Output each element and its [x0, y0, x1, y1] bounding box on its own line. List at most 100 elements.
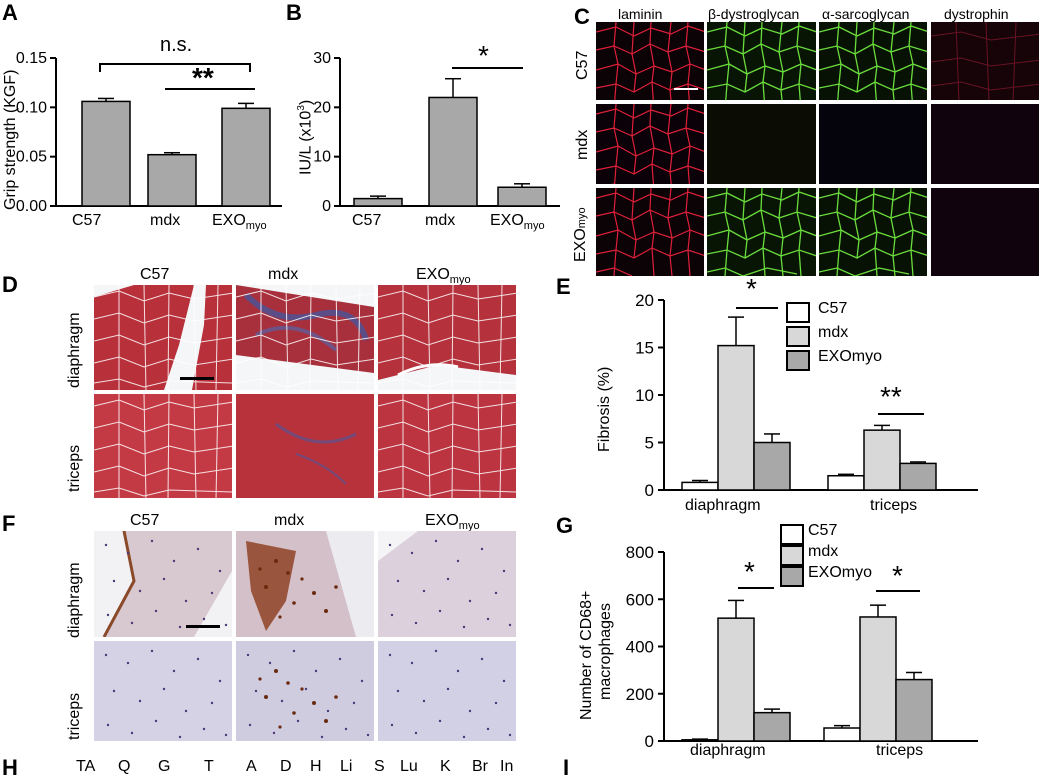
micrograph-c57-bdg — [707, 22, 816, 100]
panel-a-xtick-exo: EXOmyo — [212, 212, 267, 232]
micrograph-f-c57-triceps — [94, 641, 232, 741]
y-tick-label: 0.10 — [16, 99, 47, 116]
panel-e-group-triceps: triceps — [870, 497, 918, 514]
panel-b-xtick-mdx: mdx — [425, 212, 456, 229]
panel-a-xtick-mdx: mdx — [150, 212, 181, 229]
legend-label-mdx: mdx — [818, 324, 849, 341]
y-tick-label: 0.15 — [16, 50, 47, 67]
bar — [81, 100, 131, 207]
panel-h-col-label: Lu — [400, 758, 418, 775]
legend-swatch-exo — [780, 566, 804, 587]
legend-label-exo: EXOmyo — [818, 348, 883, 365]
panel-b-ylabel: IU/L (x103) — [296, 99, 315, 175]
panel-g-group-triceps: triceps — [876, 742, 924, 759]
bar-exomyo — [895, 678, 933, 742]
panel-g-sig-diaphragm: * — [744, 556, 755, 587]
micrograph-c57-asg — [819, 22, 927, 100]
legend-label-exo: EXOmyo — [808, 564, 873, 581]
significance-bracket — [99, 63, 251, 72]
y-tick-label: 30 — [313, 50, 331, 67]
panel-letter-d: D — [2, 272, 18, 297]
legend-swatch-c57 — [780, 524, 804, 545]
panel-d-col-exo: EXOmyo — [416, 266, 471, 286]
legend-label-mdx: mdx — [808, 543, 839, 560]
bar-c57 — [827, 475, 865, 491]
panel-h-col-label: G — [158, 758, 171, 775]
y-tick-label: 0 — [322, 198, 331, 215]
panel-d-row-diaphragm: diaphragm — [66, 312, 83, 388]
bar — [428, 96, 478, 207]
y-tick-label: 400 — [626, 638, 654, 657]
legend-label-c57: C57 — [818, 300, 848, 317]
micrograph-mdx-dys — [931, 104, 1039, 184]
panel-letter-c: C — [574, 4, 590, 29]
bar-c57 — [681, 481, 719, 491]
y-tick-label: 10 — [635, 386, 654, 405]
panel-letter-a: A — [2, 0, 18, 25]
panel-h-col-label: Q — [118, 758, 131, 775]
micrograph-mdx-laminin — [596, 104, 704, 184]
panel-g-chart: 0 200 400 600 800 — [626, 543, 978, 751]
panel-e-chart: 0 5 10 15 20 — [635, 291, 978, 500]
micrograph-mdx-asg — [819, 104, 927, 184]
micrograph-d-c57-triceps — [94, 394, 232, 498]
panel-b-sig-label: * — [478, 40, 489, 71]
panel-d-col-c57: C57 — [140, 266, 170, 283]
legend-swatch-mdx — [786, 326, 810, 347]
legend-swatch-mdx — [780, 545, 804, 566]
panel-f-col-exo: EXOmyo — [425, 512, 480, 532]
micrograph-d-exo-diaphragm — [378, 285, 516, 390]
panel-e-ylabel: Fibrosis (%) — [596, 366, 613, 452]
panel-c-row-mdx: mdx — [574, 129, 591, 160]
micrograph-exo-bdg — [707, 188, 816, 276]
panel-e-group-diaphragm: diaphragm — [685, 497, 761, 514]
panel-f-col-c57: C57 — [130, 512, 160, 529]
panel-c-col-asg: α-sarcoglycan — [822, 6, 910, 22]
micrograph-exo-dys — [931, 188, 1039, 276]
bar-exomyo — [899, 462, 937, 491]
y-tick-label: 800 — [626, 543, 654, 562]
legend-label-c57: C57 — [808, 522, 838, 539]
bar — [497, 186, 547, 207]
micrograph-exo-laminin — [596, 188, 704, 276]
panel-b-chart: 0 10 20 30 — [313, 50, 560, 215]
panel-h-col-label: In — [500, 758, 514, 775]
panel-g-sig-triceps: * — [892, 560, 903, 591]
panel-g-group-diaphragm: diaphragm — [690, 742, 766, 759]
y-tick-label: 0 — [645, 481, 654, 500]
scale-bar — [186, 625, 220, 628]
panel-b-xtick-exo: EXOmyo — [490, 212, 545, 232]
panel-letter-e: E — [556, 274, 571, 299]
legend-swatch-exo — [786, 350, 810, 371]
panel-c-col-dys: dystrophin — [944, 6, 1009, 22]
scale-bar — [674, 88, 698, 90]
panel-b-xtick-c57: C57 — [352, 212, 382, 229]
panel-d-row-triceps: triceps — [66, 444, 83, 492]
panel-g-ylabel-2: macrophages — [597, 603, 614, 700]
bar-mdx — [863, 429, 901, 491]
panel-e-sig-triceps: ** — [880, 381, 902, 412]
bar-exomyo — [753, 711, 791, 742]
micrograph-f-mdx-triceps — [236, 641, 374, 741]
micrograph-f-exo-diaphragm — [378, 531, 516, 637]
panel-a-chart: 0.00 0.05 0.10 0.15 — [16, 50, 282, 215]
micrograph-c57-dys — [931, 22, 1039, 100]
panel-d-col-mdx: mdx — [268, 266, 299, 283]
panel-a-ns-label: n.s. — [160, 34, 193, 56]
micrograph-d-c57-diaphragm — [94, 285, 232, 390]
micrograph-d-mdx-triceps — [236, 394, 374, 498]
panel-c-row-exo: EXOmyo — [572, 207, 589, 262]
micrograph-mdx-bdg — [707, 104, 816, 184]
panel-letter-b: B — [286, 0, 302, 25]
panel-h-col-label: TA — [76, 758, 96, 775]
scale-bar — [180, 377, 214, 380]
panel-letter-h: H — [2, 755, 18, 780]
panel-h-col-label: D — [280, 758, 292, 775]
panel-g-ylabel-1: Number of CD68+ — [578, 590, 595, 720]
micrograph-f-c57-diaphragm — [94, 531, 232, 637]
panel-f-row-triceps: triceps — [66, 692, 83, 740]
y-tick-label: 5 — [645, 434, 654, 453]
panel-h-col-label: T — [204, 758, 214, 775]
panel-f-row-diaphragm: diaphragm — [66, 562, 83, 638]
panel-c-col-laminin: laminin — [618, 6, 663, 22]
